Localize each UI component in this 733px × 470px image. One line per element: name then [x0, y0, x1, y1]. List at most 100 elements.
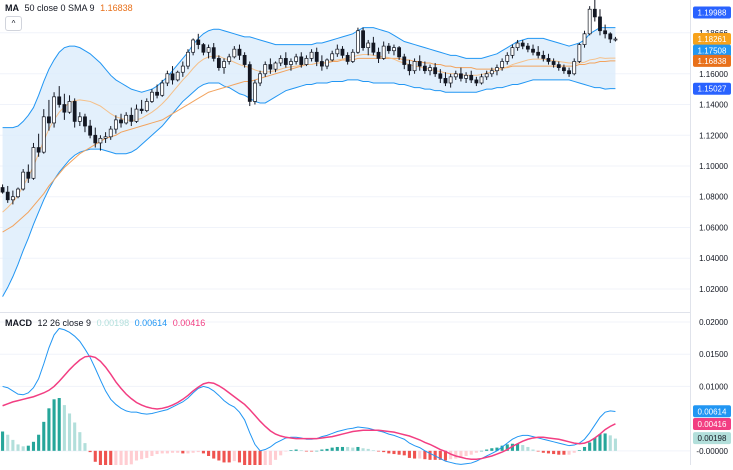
candle-body	[10, 196, 15, 201]
price-tick-label: 1.04000	[699, 254, 728, 263]
histogram-bar	[593, 437, 597, 451]
candle-body	[31, 147, 36, 179]
candle	[289, 58, 293, 71]
candle	[232, 46, 237, 59]
candle-body	[72, 101, 77, 122]
price-tag-bg	[693, 82, 731, 95]
macd-tag-bg	[693, 405, 731, 418]
candle-body	[77, 116, 82, 122]
histogram-bar	[98, 450, 102, 470]
macd-legend-hist-value: 0.00198	[96, 318, 130, 328]
histogram-bar	[562, 450, 566, 455]
candle	[134, 104, 139, 123]
histogram-bar	[232, 450, 236, 462]
candle	[546, 53, 551, 65]
price-tag-bg	[693, 6, 731, 19]
candle	[356, 27, 360, 54]
histogram-bar	[397, 450, 401, 455]
candle	[582, 30, 587, 48]
histogram-bar	[382, 450, 386, 453]
candle	[263, 61, 268, 77]
candle	[124, 112, 129, 125]
candle-body	[443, 78, 448, 84]
candle	[335, 44, 340, 57]
histogram-bar	[546, 450, 551, 454]
histogram-bar	[62, 405, 66, 451]
histogram-bar	[145, 450, 149, 458]
macd-axis[interactable]: 0.02000 0.01500 0.01000 -0.00000	[696, 318, 728, 456]
macd-legend[interactable]: MACD 12 26 close 9 0.00198 0.00614 0.004…	[5, 318, 208, 328]
candle	[345, 52, 350, 65]
candle	[309, 49, 314, 62]
candle	[170, 66, 175, 85]
candle	[0, 184, 5, 194]
histogram-bar	[572, 450, 576, 453]
candle	[175, 70, 180, 82]
candle	[376, 47, 381, 64]
candle-body	[139, 108, 144, 112]
candle	[422, 61, 427, 74]
candle-body	[335, 48, 340, 55]
candle-body	[57, 96, 62, 105]
collapse-legend-button[interactable]: ^	[5, 16, 22, 31]
candle-body	[283, 58, 288, 65]
histogram-bar	[299, 450, 303, 451]
ma-legend-params: 50 close 0 SMA 9	[24, 3, 95, 13]
candle	[479, 73, 484, 85]
histogram-bar	[536, 450, 540, 452]
candle	[474, 76, 479, 87]
histogram-bar	[402, 450, 406, 456]
histogram-bar	[227, 450, 231, 463]
histogram-bar	[212, 450, 216, 459]
histogram-bar	[253, 450, 257, 470]
histogram-bar	[479, 450, 484, 452]
candle-body	[129, 114, 134, 122]
candle	[366, 39, 371, 56]
candle-body	[304, 58, 309, 65]
histogram-bar	[289, 450, 293, 451]
candle	[505, 52, 510, 65]
candle	[144, 98, 149, 113]
candle	[253, 79, 257, 105]
candle	[371, 36, 376, 56]
candle	[155, 84, 159, 99]
candle	[227, 53, 232, 65]
price-tick-label: 1.10000	[699, 162, 728, 171]
candle-body	[273, 62, 278, 70]
candle-body	[361, 30, 365, 48]
candle-body	[520, 42, 525, 47]
histogram-bar	[335, 446, 339, 451]
candle-body	[113, 119, 118, 130]
candle-body	[381, 45, 386, 59]
candle	[242, 52, 247, 68]
candle	[567, 67, 571, 77]
price-tick-label: 1.06000	[699, 223, 728, 232]
histogram-bar	[237, 450, 242, 463]
candle	[93, 127, 98, 148]
candle	[191, 38, 196, 56]
histogram-bar	[52, 399, 56, 451]
histogram-bar	[279, 450, 283, 456]
histogram-bar	[469, 450, 473, 455]
candle	[278, 55, 283, 67]
candle	[587, 6, 592, 36]
ma-legend[interactable]: MA 50 close 0 SMA 9 1.16838	[5, 3, 136, 13]
histogram-bar	[57, 398, 61, 451]
candle-body	[536, 51, 541, 56]
histogram-bar	[366, 448, 370, 451]
histogram-bar	[459, 450, 463, 458]
histogram-bar	[176, 450, 180, 453]
candle-body	[556, 64, 561, 68]
histogram-bar	[516, 443, 520, 451]
candle	[319, 55, 324, 71]
candle	[412, 58, 417, 74]
candle-body	[160, 82, 165, 96]
macd-histogram	[1, 398, 617, 470]
candle	[402, 53, 407, 70]
candle-body	[93, 134, 98, 144]
macd-legend-macd-value: 0.00614	[134, 318, 168, 328]
bollinger-basis-line	[2, 54, 616, 213]
candle	[495, 64, 499, 76]
candle	[525, 43, 530, 53]
candle	[428, 64, 432, 76]
